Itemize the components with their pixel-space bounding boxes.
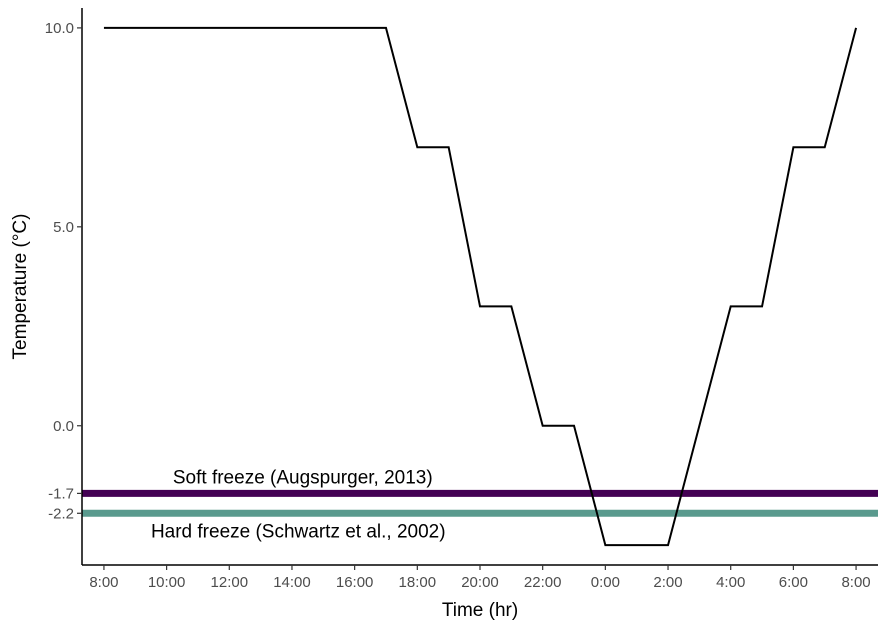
temperature-series-line <box>103 26 858 547</box>
x-tick-label: 20:00 <box>461 574 499 591</box>
x-tick-label: 2:00 <box>653 574 682 591</box>
x-tick-label: 8:00 <box>841 574 870 591</box>
hard-freeze-annotation: Hard freeze (Schwartz et al., 2002) <box>151 521 446 542</box>
x-tick-label: 16:00 <box>336 574 374 591</box>
y-axis-ticks: 10.0 5.0 0.0 -1.7 -2.2 <box>45 20 82 522</box>
x-tick-label: 10:00 <box>148 574 186 591</box>
x-tick-label: 14:00 <box>273 574 311 591</box>
x-tick-label: 12:00 <box>211 574 249 591</box>
threshold-lines <box>82 489 878 517</box>
y-tick-label: 5.0 <box>53 219 74 236</box>
y-tick-label: 0.0 <box>53 418 74 435</box>
x-tick-label: 0:00 <box>591 574 620 591</box>
plot-area: Soft freeze (Augspurger, 2013) Hard free… <box>82 26 878 547</box>
soft-freeze-annotation: Soft freeze (Augspurger, 2013) <box>173 467 433 488</box>
x-tick-label: 6:00 <box>779 574 808 591</box>
y-tick-label: 10.0 <box>45 20 74 37</box>
y-tick-label: -2.2 <box>48 505 74 522</box>
x-tick-label: 18:00 <box>399 574 437 591</box>
y-axis-title: Temperature (°C) <box>10 214 31 360</box>
y-tick-label: -1.7 <box>48 485 74 502</box>
x-tick-label: 22:00 <box>524 574 562 591</box>
x-axis-title: Time (hr) <box>442 600 518 621</box>
x-tick-label: 4:00 <box>716 574 745 591</box>
x-tick-label: 8:00 <box>89 574 118 591</box>
x-axis-ticks: 8:00 10:00 12:00 14:00 16:00 18:00 20:00 22:00 0… <box>89 565 871 591</box>
